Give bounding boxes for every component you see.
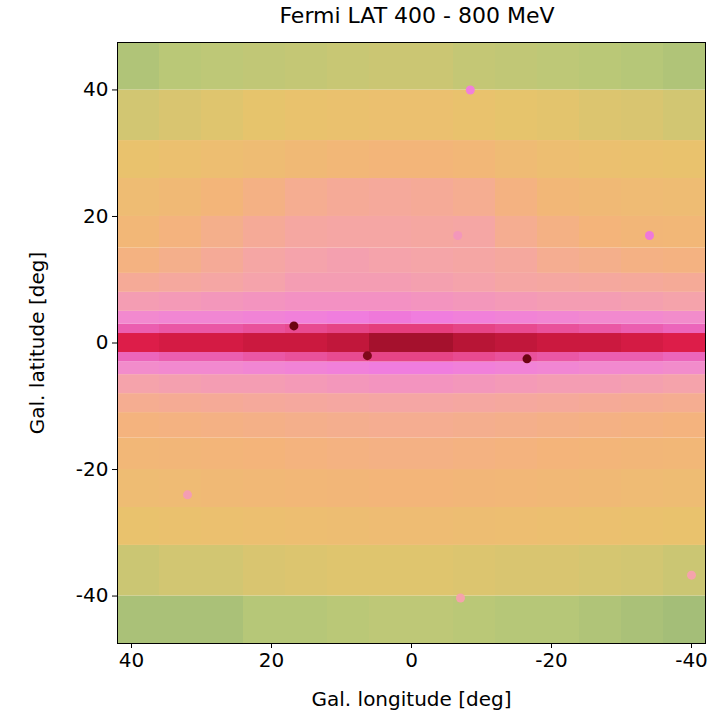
svg-text:Gal. latitude [deg]: Gal. latitude [deg]: [25, 252, 49, 434]
svg-text:-40: -40: [76, 583, 109, 607]
svg-text:40: 40: [119, 648, 144, 672]
svg-text:20: 20: [259, 648, 284, 672]
svg-text:-40: -40: [675, 648, 708, 672]
html-text:Fermi LAT 400 - 800 MeV: Fermi LAT 400 - 800 MeV: [279, 3, 555, 28]
svg-text:Gal. longitude [deg]: Gal. longitude [deg]: [312, 687, 512, 711]
svg-text:0: 0: [96, 330, 109, 354]
svg-text:-20: -20: [535, 648, 568, 672]
svg-text:40: 40: [83, 77, 108, 101]
svg-text:20: 20: [83, 204, 108, 228]
svg-text:0: 0: [405, 648, 418, 672]
svg-text:-20: -20: [76, 457, 109, 481]
